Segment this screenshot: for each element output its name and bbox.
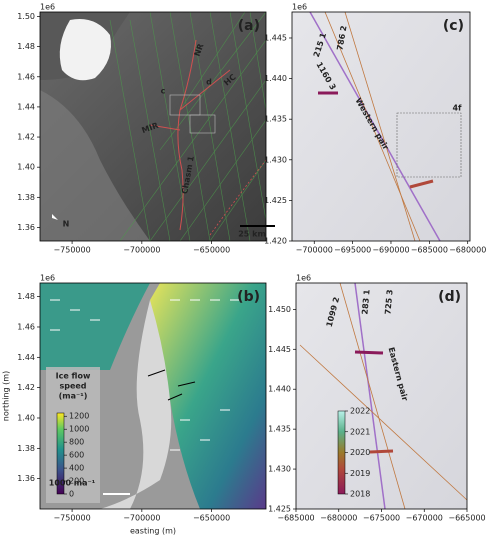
x-axis-label: easting (m) (130, 527, 176, 536)
sar-image-c (292, 12, 470, 241)
y-tick-label: 1.48 (17, 42, 35, 51)
x-tick-label: −685000 (411, 246, 448, 255)
annotation: N (63, 220, 70, 229)
colorbar-title: Ice flow (56, 372, 91, 381)
annotation: 283 1 (360, 289, 371, 315)
offset-label: 1e6 (40, 3, 55, 12)
y-tick-label: 1.48 (17, 292, 35, 301)
annotation: 1000 ma⁻¹ (49, 479, 96, 488)
y-tick-label: 1.50 (17, 12, 35, 21)
y-tick-label: 1.430 (268, 465, 291, 474)
y-tick-label: 1.440 (268, 385, 291, 394)
y-tick-label: 1.46 (17, 72, 35, 81)
y-tick-label: 1.40 (17, 413, 35, 422)
satellite-image (40, 12, 275, 241)
annotation: c (161, 87, 166, 96)
colorbar-tick-label: 400 (69, 464, 84, 473)
x-tick-label: −750000 (53, 246, 90, 255)
y-tick-label: 1.38 (17, 444, 35, 453)
axes-frame (39, 282, 267, 510)
colorbar-tick-label: 1200 (69, 412, 89, 421)
y-tick-label: 1.420 (264, 237, 287, 246)
x-tick-label: −650000 (193, 514, 230, 523)
annotation: 725 3 (383, 289, 394, 315)
y-tick-label: 1.42 (17, 383, 35, 392)
x-tick-label: −690000 (372, 246, 409, 255)
annotation: NR (193, 42, 206, 57)
y-tick-label: 1.38 (17, 193, 35, 202)
colorbar-tick-label: 2021 (350, 427, 370, 436)
x-tick-label: −675000 (363, 514, 400, 523)
annotation: d (206, 78, 212, 87)
x-tick-label: −680000 (449, 246, 486, 255)
colorbar-tick-label: 200 (69, 477, 84, 486)
colorbar-frame (56, 412, 65, 495)
x-tick-label: −665000 (448, 514, 485, 523)
y-tick-label: 1.445 (268, 345, 291, 354)
colorbar-tick-label: 2022 (350, 407, 370, 416)
colorbar-tick-label: 2019 (350, 469, 370, 478)
y-tick-label: 1.450 (268, 305, 291, 314)
colorbar-tick-label: 800 (69, 438, 84, 447)
colorbar-tick-label: 0 (69, 490, 74, 499)
x-tick-label: −700000 (296, 246, 333, 255)
x-tick-label: −650000 (193, 246, 230, 255)
y-tick-label: 1.44 (17, 102, 35, 111)
axes-frame (291, 11, 471, 242)
y-axis-label: northing (m) (2, 371, 11, 421)
y-tick-label: 1.40 (17, 163, 35, 172)
y-tick-label: 1.44 (17, 353, 35, 362)
offset-label: 1e6 (292, 3, 307, 12)
colorbar-title: speed (59, 382, 86, 391)
y-tick-label: 1.42 (17, 133, 35, 142)
sar-image-d (296, 283, 467, 509)
axes-frame (39, 11, 267, 242)
y-tick-label: 1.46 (17, 322, 35, 331)
x-tick-label: −685000 (277, 514, 314, 523)
x-tick-label: −670000 (406, 514, 443, 523)
y-tick-label: 1.36 (17, 474, 35, 483)
y-tick-label: 1.440 (264, 74, 287, 83)
annotation: 4f (452, 104, 462, 113)
y-tick-label: 1.445 (264, 33, 287, 42)
velocity-image (40, 283, 266, 509)
y-tick-label: 1.425 (268, 505, 291, 514)
x-tick-label: −700000 (123, 246, 160, 255)
panel-label: (b) (237, 289, 260, 305)
y-tick-label: 1.36 (17, 223, 35, 232)
x-tick-label: −700000 (123, 514, 160, 523)
colorbar-title: (ma⁻¹) (59, 392, 88, 401)
x-tick-label: −695000 (334, 246, 371, 255)
y-tick-label: 1.435 (264, 115, 287, 124)
panel-label: (a) (238, 18, 260, 34)
colorbar-tick-label: 600 (69, 451, 84, 460)
panel-label: (d) (438, 289, 461, 305)
annotation: 25 km (238, 230, 266, 239)
colorbar-tick-label: 2018 (350, 490, 370, 499)
x-tick-label: −750000 (53, 514, 90, 523)
offset-label: 1e6 (40, 274, 55, 283)
panel-label: (c) (443, 18, 464, 34)
colorbar-tick-label: 1000 (69, 425, 89, 434)
annotation: 786 2 (335, 25, 348, 51)
offset-label: 1e6 (296, 274, 311, 283)
y-tick-label: 1.425 (264, 196, 287, 205)
colorbar-tick-label: 2020 (350, 448, 370, 457)
y-tick-label: 1.435 (268, 425, 291, 434)
x-tick-label: −680000 (320, 514, 357, 523)
y-tick-label: 1.430 (264, 155, 287, 164)
